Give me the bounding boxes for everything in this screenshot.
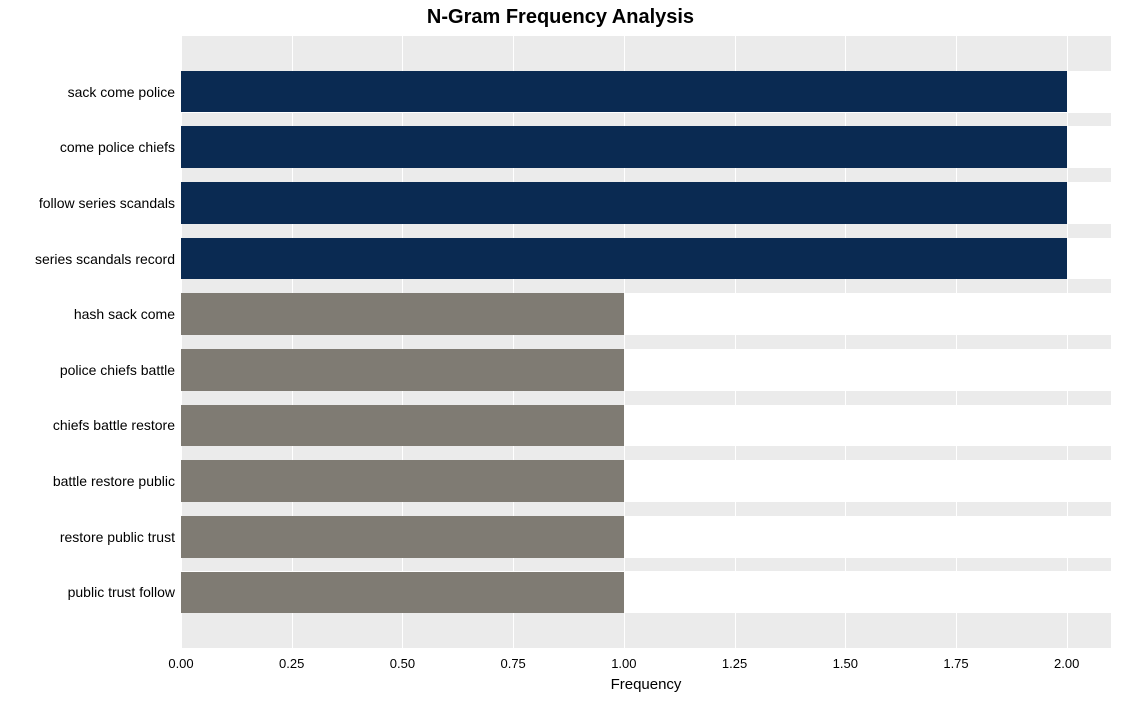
y-tick-label: come police chiefs <box>60 139 175 155</box>
row-band <box>181 224 1111 238</box>
row-band <box>181 446 1111 460</box>
bar <box>181 349 624 391</box>
y-tick-label: police chiefs battle <box>60 362 175 378</box>
row-band <box>181 279 1111 293</box>
bar <box>181 71 1067 113</box>
bar <box>181 182 1067 224</box>
x-tick-label: 1.50 <box>833 656 858 671</box>
x-tick-label: 1.75 <box>943 656 968 671</box>
y-tick-label: follow series scandals <box>39 195 175 211</box>
row-band <box>181 558 1111 572</box>
x-axis-label: Frequency <box>611 676 682 693</box>
x-tick-label: 0.75 <box>500 656 525 671</box>
y-tick-label: public trust follow <box>68 584 175 600</box>
row-band <box>181 502 1111 516</box>
bar <box>181 572 624 614</box>
row-band <box>181 168 1111 182</box>
y-tick-label: battle restore public <box>53 473 175 489</box>
x-tick-label: 0.25 <box>279 656 304 671</box>
x-tick-label: 1.25 <box>722 656 747 671</box>
chart-title: N-Gram Frequency Analysis <box>0 6 1121 29</box>
x-tick-label: 0.50 <box>390 656 415 671</box>
bar <box>181 238 1067 280</box>
bar <box>181 126 1067 168</box>
y-tick-label: hash sack come <box>74 306 175 322</box>
row-band <box>181 113 1111 127</box>
x-tick-label: 1.00 <box>611 656 636 671</box>
row-band <box>181 36 1111 71</box>
grid-line <box>1067 36 1068 648</box>
chart-container: N-Gram Frequency Analysis Frequency sack… <box>0 0 1121 701</box>
y-tick-label: chiefs battle restore <box>53 417 175 433</box>
row-band <box>181 335 1111 349</box>
x-tick-label: 0.00 <box>168 656 193 671</box>
row-band <box>181 391 1111 405</box>
x-tick-label: 2.00 <box>1054 656 1079 671</box>
plot-area <box>181 36 1111 648</box>
bar <box>181 460 624 502</box>
y-tick-label: sack come police <box>68 84 175 100</box>
bar <box>181 516 624 558</box>
row-band <box>181 613 1111 648</box>
y-tick-label: series scandals record <box>35 251 175 267</box>
bar <box>181 293 624 335</box>
bar <box>181 405 624 447</box>
y-tick-label: restore public trust <box>60 529 175 545</box>
